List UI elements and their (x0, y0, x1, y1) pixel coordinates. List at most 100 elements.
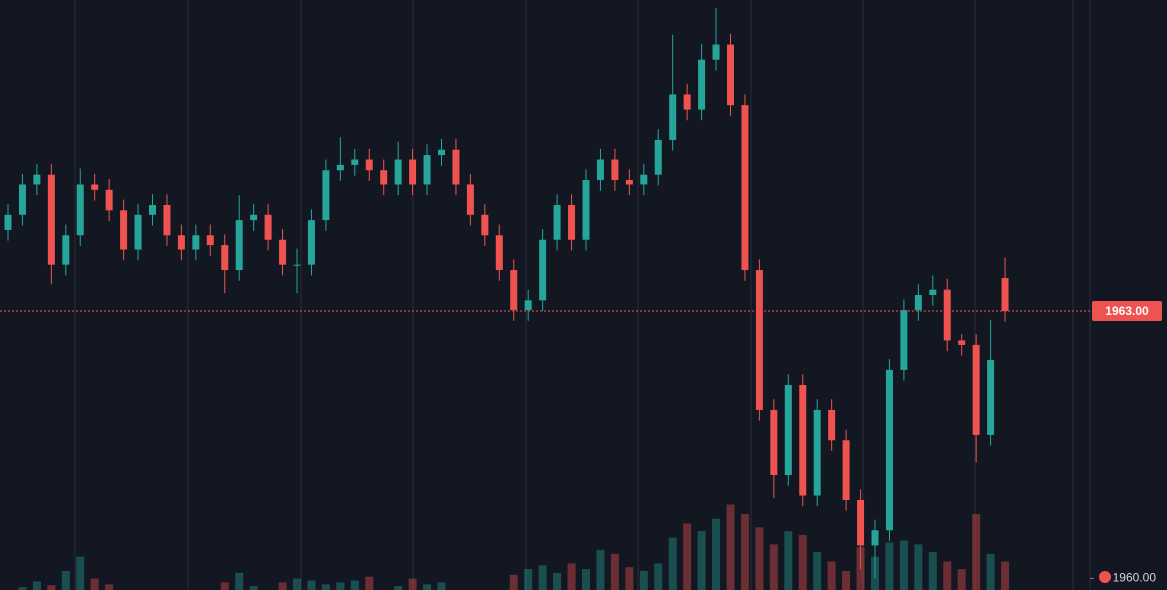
volume-bar (986, 553, 995, 590)
volume-bar (813, 552, 822, 590)
candle-body (438, 149, 445, 156)
candle-body (409, 159, 417, 185)
volume-bar (105, 584, 114, 590)
volume-bar (610, 553, 619, 590)
volume-bar (769, 544, 778, 590)
candle-body (177, 235, 185, 250)
volume-bar (798, 534, 807, 590)
volume-bar (842, 571, 851, 590)
volume-bar (654, 563, 663, 590)
candle-body (149, 204, 156, 215)
volume-bar (293, 578, 301, 590)
volume-bar (899, 540, 908, 590)
candle-body (770, 409, 778, 476)
candle-body (91, 184, 99, 190)
volume-bar (668, 537, 677, 590)
candle-body (1001, 278, 1009, 312)
candle-body (741, 105, 749, 271)
candle-body (423, 155, 431, 185)
volume-bar (336, 582, 345, 590)
candle-body (18, 184, 26, 215)
volume-bar (957, 569, 966, 590)
candle-body (972, 344, 980, 435)
volume-bar (582, 569, 590, 590)
candle-body (62, 235, 70, 265)
candle-body (134, 214, 142, 250)
candle-body (958, 340, 966, 345)
candle-body (163, 204, 171, 236)
candle-body (857, 499, 865, 546)
volume-bar (394, 586, 403, 590)
candle-body (380, 170, 388, 185)
candle-body (495, 235, 503, 271)
candle-body (481, 214, 489, 236)
volume-bar (784, 531, 793, 590)
candle-body (669, 94, 677, 140)
logo-icon (1099, 571, 1111, 583)
candle-body (640, 174, 648, 185)
volume-bar (408, 578, 417, 590)
volume-bar (943, 561, 952, 590)
volume-bar (278, 582, 287, 590)
volume-bar (697, 531, 706, 590)
candle-body (755, 270, 763, 410)
candle-body (813, 409, 821, 496)
volume-bar (76, 556, 85, 590)
volume-bar (509, 574, 518, 590)
candle-body (683, 94, 691, 110)
candle-body (250, 214, 258, 221)
volume-bar (249, 586, 258, 590)
volume-bar (625, 567, 634, 590)
candle-body (394, 159, 402, 185)
candle-body (871, 530, 879, 546)
candle-body (33, 174, 41, 185)
candle-body (365, 159, 373, 171)
candle-body (452, 149, 460, 185)
candle-body (466, 184, 474, 215)
candle-body (76, 184, 84, 236)
volume-bar (683, 523, 692, 590)
volume-bar (928, 552, 937, 590)
volume-bar (538, 565, 547, 590)
volume-bar (307, 580, 316, 590)
volume-bar (18, 587, 27, 590)
candle-body (799, 385, 807, 496)
volume-bar (350, 580, 359, 590)
candle-body (206, 235, 214, 246)
candle-body (611, 159, 619, 181)
volume-bar (972, 514, 981, 590)
volume-bar (740, 514, 749, 590)
volume-bar (726, 504, 735, 590)
candle-body (293, 264, 301, 266)
candle-body (885, 369, 893, 531)
candle-body (625, 180, 633, 185)
candle-body (279, 239, 287, 265)
candle-body (235, 220, 243, 271)
candle-body (900, 310, 908, 370)
candle-body (192, 235, 200, 250)
candle-body (336, 164, 344, 171)
volume-bar (220, 582, 229, 590)
candle-body (524, 300, 532, 311)
volume-bar (1001, 561, 1010, 590)
volume-bar (423, 584, 432, 590)
candle-body (351, 159, 359, 165)
candle-body (842, 440, 850, 500)
volume-bar (827, 561, 836, 590)
candle-body (784, 385, 792, 476)
last-price-label: 1963.00 (1105, 304, 1149, 318)
candle-body (120, 210, 128, 250)
candle-body (914, 295, 922, 311)
y-tick-label: 1960.00 (1113, 571, 1157, 585)
candle-body (582, 180, 590, 240)
candle-body (510, 270, 518, 311)
volume-bar (365, 576, 374, 590)
volume-bar (914, 544, 923, 590)
candle-body (539, 239, 547, 301)
volume-bar (321, 584, 330, 590)
volume-bar (524, 569, 533, 590)
volume-bar (235, 572, 244, 590)
candle-body (929, 289, 937, 295)
candle-body (727, 44, 734, 106)
candle-body (698, 59, 706, 110)
